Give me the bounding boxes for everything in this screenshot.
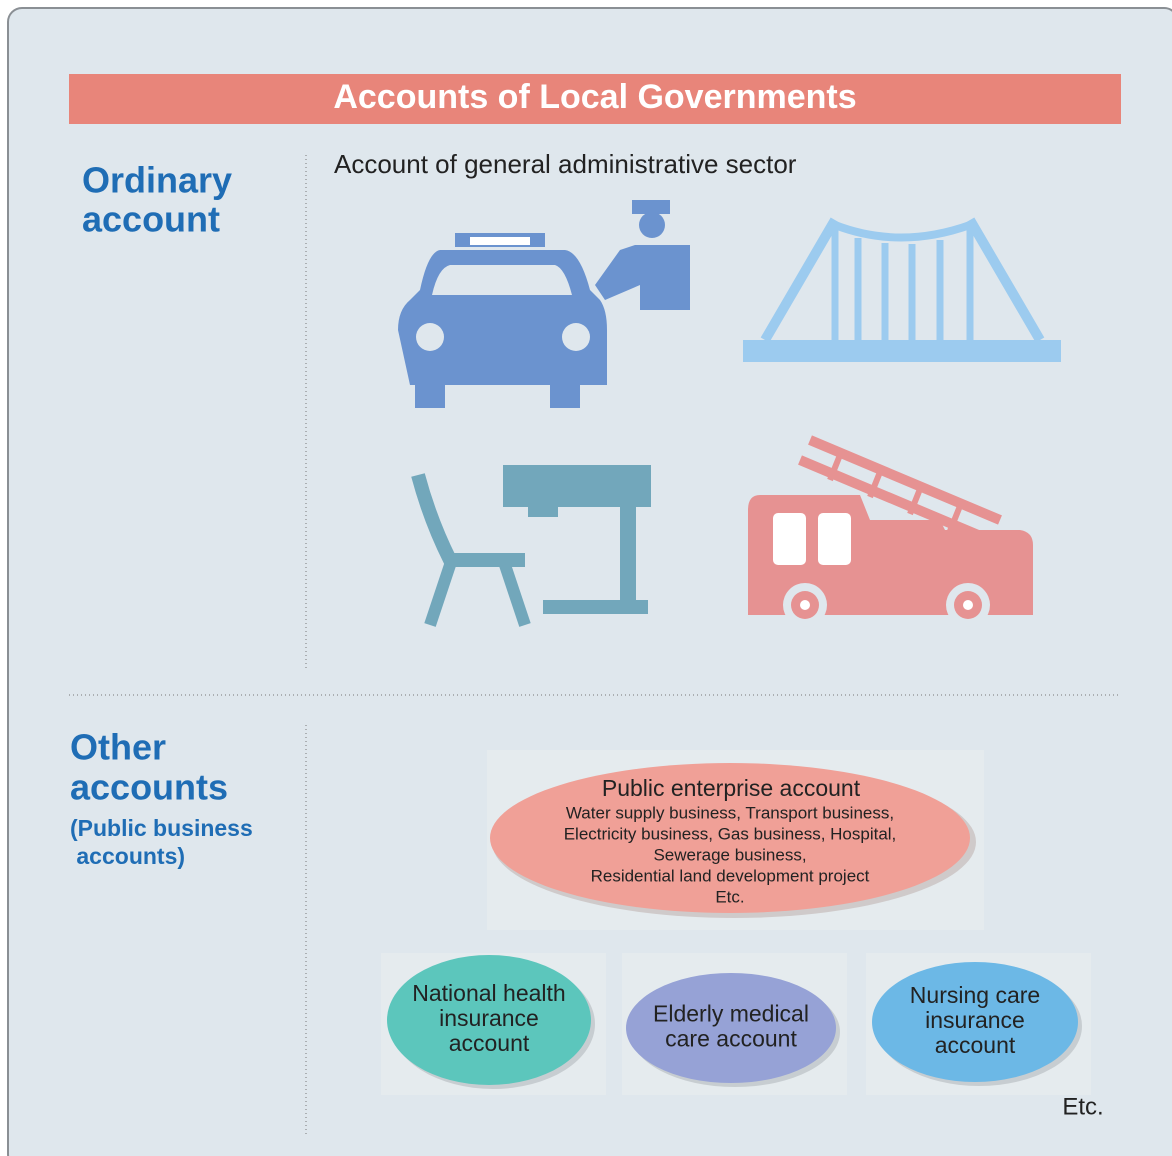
ellipse-text: Residential land development project [591,866,870,885]
subtitle: Account of general administrative sector [334,149,797,179]
ellipse-text: insurance [439,1005,539,1031]
etc: Etc. [1062,1093,1103,1120]
fire-truck-icon [748,435,1033,627]
section-note: accounts) [70,843,185,869]
section-label: Other [70,727,166,768]
section-label: accounts [70,767,228,808]
ellipse-text: account [935,1032,1016,1058]
ellipse [872,962,1078,1082]
section-note: (Public business [70,815,253,841]
ellipse-title: Public enterprise account [602,775,861,801]
ellipse-text: care account [665,1026,797,1052]
desk-icon [411,465,651,627]
ellipse [490,763,970,913]
ellipse-text: Elderly medical [653,1001,809,1027]
ellipse-text: account [449,1030,530,1056]
ellipse-text: National health [412,980,565,1006]
police-car-icon [398,200,690,408]
ellipse-text: Nursing care [910,982,1040,1008]
title-bar [69,74,1121,124]
ellipse-text: Sewerage business, [653,845,806,864]
ellipse-text: Etc. [715,887,744,906]
ellipse-text: insurance [925,1007,1025,1033]
section-label: Ordinary [82,160,232,201]
bridge-icon [743,217,1061,362]
ellipse [626,973,836,1083]
ellipse-text: Water supply business, Transport busines… [566,803,894,822]
ellipse [387,955,591,1085]
section-label: account [82,199,220,240]
ellipse-text: Electricity business, Gas business, Hosp… [564,824,897,843]
title: Accounts of Local Governments [333,78,856,116]
